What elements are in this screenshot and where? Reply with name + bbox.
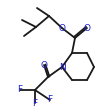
Text: F: F bbox=[47, 95, 53, 104]
Text: F: F bbox=[32, 98, 38, 107]
Text: O: O bbox=[84, 24, 90, 33]
Text: O: O bbox=[40, 60, 48, 69]
Text: O: O bbox=[59, 24, 65, 33]
Text: F: F bbox=[17, 85, 23, 94]
Text: N: N bbox=[59, 62, 65, 71]
